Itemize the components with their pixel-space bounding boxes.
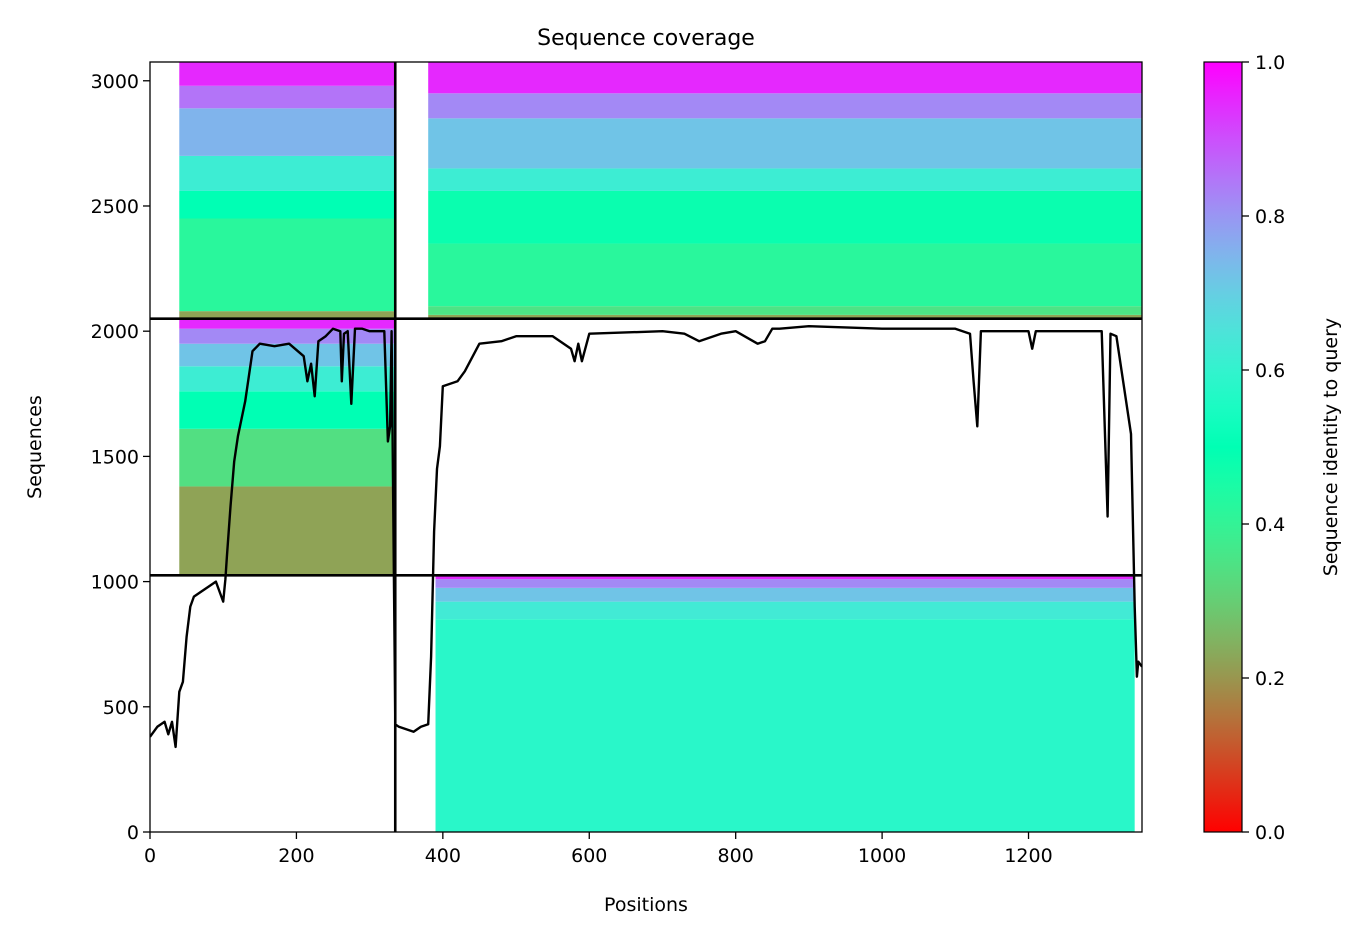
x-tick-label: 200: [278, 845, 314, 867]
plot-area: [149, 61, 1143, 833]
msa-block: [179, 62, 396, 319]
identity-band: [179, 311, 396, 319]
colorbar-tick-label: 0.6: [1255, 360, 1285, 382]
x-axis-ticks: 0 200 400 600 800 1000 1200: [144, 832, 1053, 867]
msa-block: [435, 575, 1135, 832]
colorbar: 0.0 0.2 0.4 0.6 0.8 1.0 Sequence identity to …: [1203, 52, 1342, 844]
y-tick: 2000: [91, 321, 150, 343]
colorbar-tick-label: 1.0: [1255, 52, 1285, 74]
identity-band: [428, 118, 1142, 169]
y-tick-label: 2500: [91, 196, 139, 218]
coverage-line: [150, 325, 1142, 749]
colorbar-tick-label: 0.8: [1255, 206, 1285, 228]
y-axis-ticks: 0 500 1000 1500 2000 2500 3000: [91, 71, 150, 844]
identity-band: [179, 318, 396, 329]
identity-band: [428, 306, 1142, 315]
colorbar-tick: 0.0: [1242, 822, 1285, 844]
colorbar-tick: 0.2: [1242, 668, 1285, 690]
colorbar-tick-label: 0.2: [1255, 668, 1285, 690]
identity-band: [179, 190, 396, 219]
identity-band: [435, 575, 1135, 580]
identity-band: [428, 190, 1142, 244]
colorbar-tick-label: 0.0: [1255, 822, 1285, 844]
x-tick: 200: [278, 832, 315, 867]
x-tick-label: 400: [425, 845, 461, 867]
colorbar-tick: 0.4: [1242, 514, 1285, 536]
x-tick-label: 1000: [858, 845, 906, 867]
y-tick: 500: [103, 697, 150, 719]
identity-band: [179, 391, 396, 429]
x-tick: 1000: [858, 832, 906, 867]
msa-block: [428, 62, 1142, 319]
y-tick: 1000: [91, 572, 150, 594]
identity-band: [179, 155, 396, 191]
colorbar-fill: [1203, 61, 1243, 833]
identity-band: [179, 108, 396, 156]
identity-band: [435, 579, 1135, 588]
x-tick: 600: [571, 832, 607, 867]
identity-band: [428, 243, 1142, 307]
chart-title: Sequence coverage: [537, 26, 755, 51]
identity-band: [179, 366, 396, 392]
x-tick: 400: [425, 832, 461, 867]
identity-band: [435, 601, 1135, 620]
identity-band: [428, 62, 1142, 94]
identity-band: [435, 619, 1135, 832]
identity-band: [179, 218, 396, 312]
x-tick-label: 600: [571, 845, 607, 867]
identity-band: [428, 168, 1142, 191]
colorbar-label: Sequence identity to query: [1320, 318, 1342, 576]
y-axis-label: Sequences: [24, 395, 46, 499]
plot-frame: [149, 61, 1143, 833]
y-tick-label: 1500: [91, 446, 139, 468]
identity-band: [179, 62, 396, 86]
y-tick: 3000: [91, 71, 150, 93]
identity-band: [428, 93, 1142, 119]
y-tick-label: 1000: [91, 572, 139, 594]
identity-band: [179, 328, 396, 344]
y-tick-label: 500: [103, 697, 139, 719]
x-tick-label: 1200: [1004, 845, 1052, 867]
x-tick: 0: [144, 832, 156, 867]
colorbar-ticks: 0.0 0.2 0.4 0.6 0.8 1.0: [1242, 52, 1285, 844]
identity-band: [179, 486, 396, 576]
identity-band: [179, 428, 396, 487]
y-tick: 1500: [91, 446, 150, 468]
identity-band: [428, 314, 1142, 319]
colorbar-tick-label: 0.4: [1255, 514, 1285, 536]
identity-band: [179, 343, 396, 367]
y-tick-label: 3000: [91, 71, 139, 93]
y-tick-label: 0: [127, 822, 139, 844]
x-axis-label: Positions: [604, 894, 688, 916]
colorbar-tick: 0.6: [1242, 360, 1285, 382]
colorbar-tick: 1.0: [1242, 52, 1285, 74]
msa-block: [179, 318, 396, 576]
colorbar-tick: 0.8: [1242, 206, 1285, 228]
identity-band: [435, 587, 1135, 602]
y-tick: 2500: [91, 196, 150, 218]
identity-band: [179, 85, 396, 109]
msa-blocks: [179, 62, 1142, 832]
x-tick-label: 800: [718, 845, 754, 867]
x-tick: 1200: [1004, 832, 1053, 867]
x-tick-label: 0: [144, 845, 156, 867]
x-tick: 800: [718, 832, 754, 867]
y-tick: 0: [127, 822, 150, 844]
y-tick-label: 2000: [91, 321, 139, 343]
